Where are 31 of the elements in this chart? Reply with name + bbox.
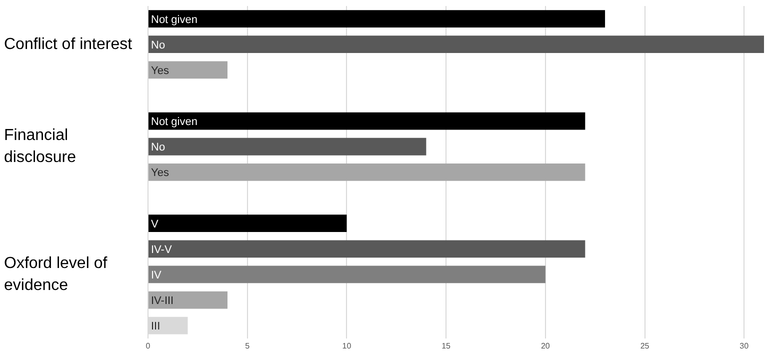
bar <box>148 291 228 309</box>
y-tick-label: Yes <box>151 167 170 180</box>
x-tick-label: 0 <box>146 341 151 350</box>
x-tick-label: 10 <box>342 341 352 350</box>
bar <box>148 240 586 258</box>
bar <box>148 164 586 181</box>
bar <box>148 61 228 79</box>
x-tick-label: 5 <box>245 341 250 350</box>
y-tick-label: IV-V <box>151 244 172 256</box>
bar <box>148 36 764 54</box>
y-tick-label: III <box>151 320 160 333</box>
x-tick-label: 25 <box>640 341 650 350</box>
bar <box>148 214 347 232</box>
text: Conflict of interest <box>4 36 133 53</box>
text: Oxford level of evidence <box>4 254 108 294</box>
y-tick-label: V <box>151 218 159 230</box>
bar <box>148 266 546 284</box>
text: Financial disclosure <box>4 127 76 166</box>
bar <box>148 10 606 28</box>
x-tick-label: 20 <box>540 341 550 350</box>
bar <box>148 138 426 156</box>
y-tick-label: No <box>151 142 166 154</box>
y-tick-label: No <box>151 39 166 52</box>
y-tick-label: Not given <box>151 14 198 26</box>
y-tick-label: Not given <box>151 116 198 128</box>
y-tick-label: IV-III <box>151 295 174 308</box>
x-tick-label: 30 <box>740 341 750 350</box>
y-tick-label: IV <box>151 270 162 282</box>
y-tick-label: Yes <box>151 64 170 77</box>
bar <box>148 112 586 130</box>
x-tick-label: 15 <box>442 341 452 350</box>
